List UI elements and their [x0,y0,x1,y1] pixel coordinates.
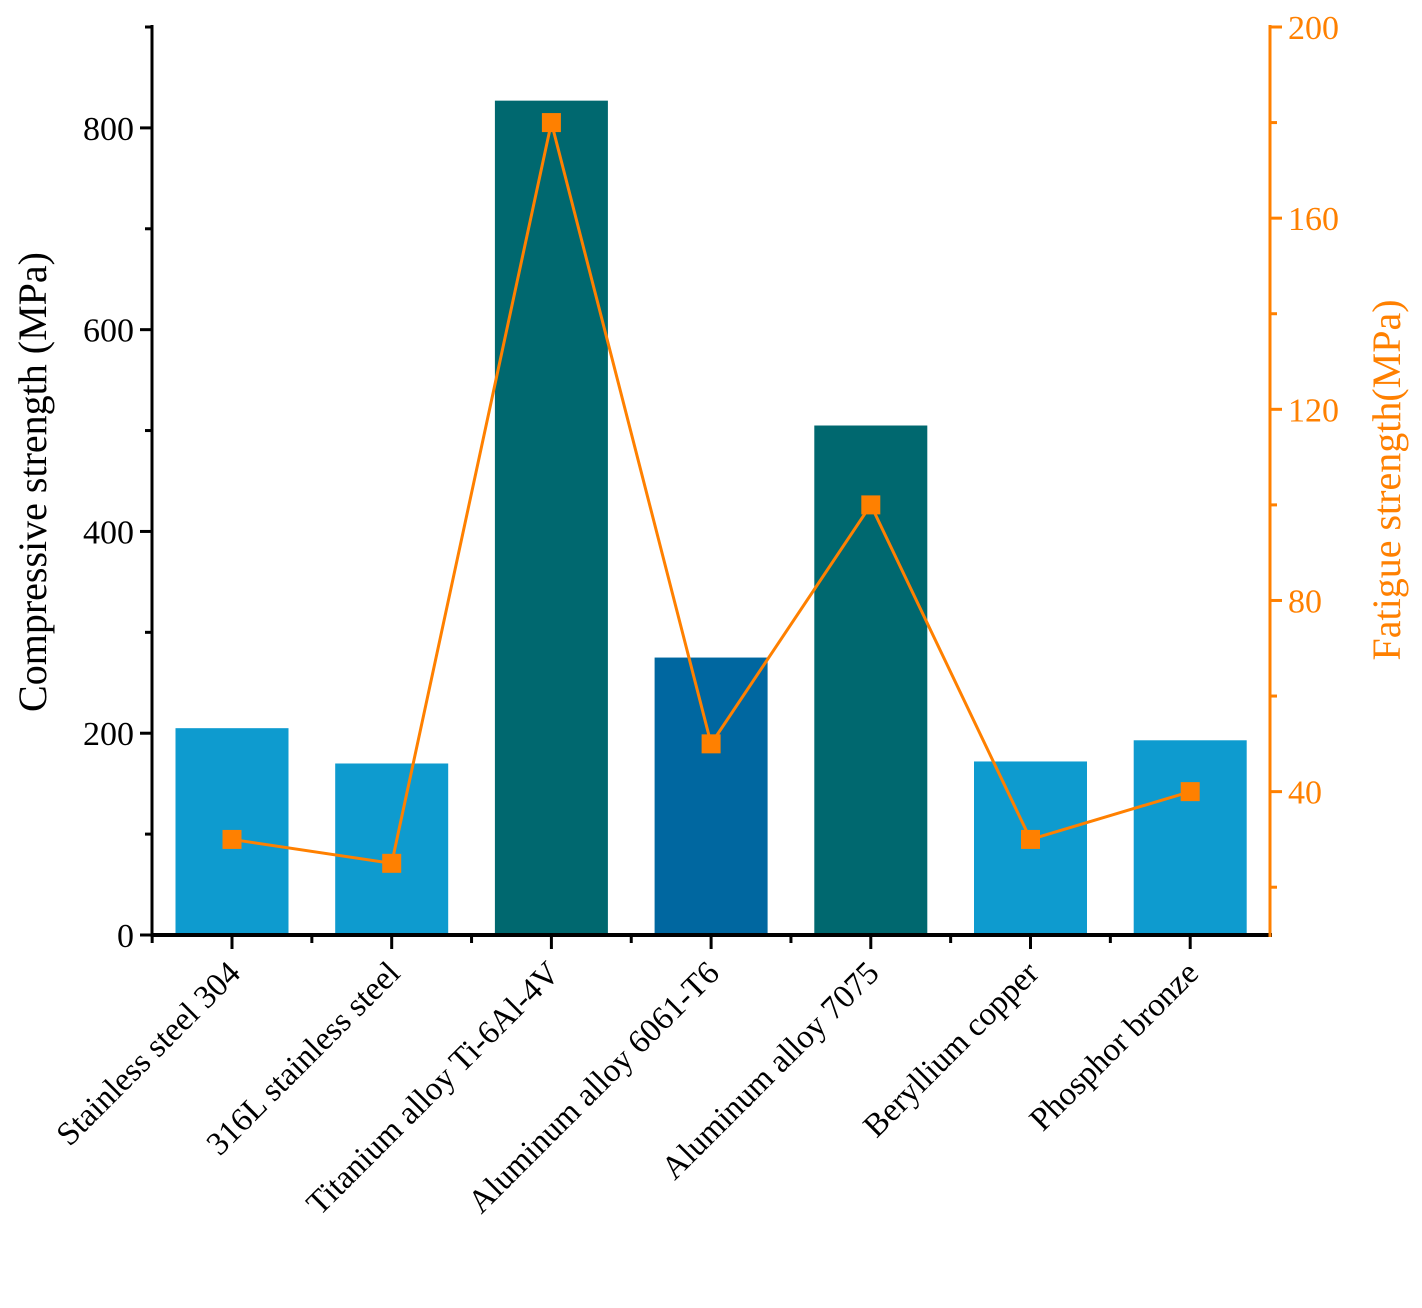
fatigue-marker-3 [701,734,721,754]
fatigue-marker-1 [382,853,402,873]
fatigue-marker-0 [222,829,242,849]
fatigue-marker-6 [1180,782,1200,802]
compressive-bar-3 [654,657,768,935]
fatigue-marker-2 [541,113,561,133]
category-label-6: Phosphor bronze [1023,955,1206,1138]
right-tick-label-2: 120 [1288,392,1339,429]
compressive-bar-2 [494,100,608,936]
right-tick-label-0: 40 [1288,775,1322,812]
left-axis-title: Compressive strength (MPa) [10,252,55,712]
left-tick-label-0: 0 [117,918,134,955]
bars-layer [175,100,1247,936]
left-tick-label-2: 400 [83,514,134,551]
compressive-bar-6 [1133,740,1247,935]
right-axis-title: Fatigue strength(MPa) [1364,299,1409,660]
fatigue-markers-layer [222,113,1200,873]
compressive-bar-1 [335,763,449,935]
right-tick-label-1: 80 [1288,583,1322,620]
right-tick-label-4: 200 [1288,10,1339,47]
right-tick-label-3: 160 [1288,201,1339,238]
axes-layer [140,25,1282,949]
left-tick-label-3: 600 [83,313,134,350]
fatigue-marker-5 [1021,829,1040,849]
fatigue-marker-4 [861,495,881,515]
category-label-5: Beryllium copper [857,955,1046,1144]
left-tick-label-1: 200 [83,716,134,753]
left-tick-label-4: 800 [83,111,134,148]
category-label-2: Titanium alloy Ti-6Al-4V [300,955,567,1222]
